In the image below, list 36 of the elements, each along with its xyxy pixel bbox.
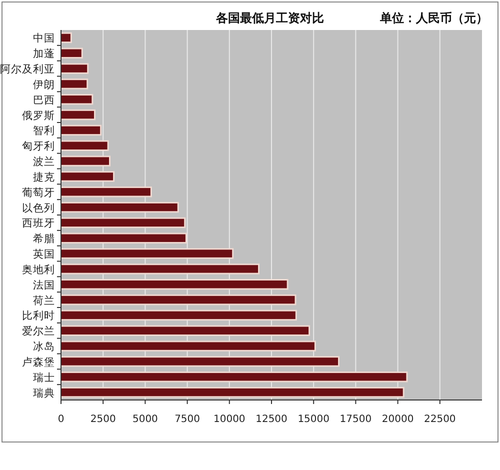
y-tick-label: 智利 [33,124,55,138]
y-tick-label: 希腊 [33,232,55,246]
x-tick-label: 2500 [90,414,116,425]
chart-subtitle: 单位：人民币（元） [379,11,488,25]
y-tick-label: 卢森堡 [22,355,55,368]
x-tick-label: 5000 [132,414,158,425]
x-tick-label: 15000 [298,414,330,425]
y-tick-label: 西班牙 [22,216,55,230]
y-tick-label: 阿尔及利亚 [0,62,55,76]
x-tick-label: 10000 [213,414,246,425]
y-tick-label: 匈牙利 [22,140,55,153]
y-tick-label: 爱尔兰 [22,324,55,338]
x-tick-label: 0 [58,414,64,425]
y-tick-label: 冰岛 [33,340,55,354]
y-tick-label: 比利时 [22,309,55,322]
y-tick-label: 瑞典 [33,386,55,400]
y-tick-label: 法国 [33,278,55,292]
x-tick-label: 17500 [340,414,372,425]
y-tick-label: 伊朗 [33,78,55,91]
y-tick-label: 巴西 [33,94,55,106]
y-tick-label: 加蓬 [33,47,55,60]
y-tick-label: 俄罗斯 [22,108,55,122]
x-tick-label: 22500 [424,414,456,425]
chart-title: 各国最低月工资对比 [215,11,324,25]
y-tick-label: 英国 [33,248,55,261]
y-tick-label: 葡萄牙 [22,186,55,199]
y-tick-label: 奥地利 [22,262,55,276]
y-tick-label: 荷兰 [33,294,55,307]
y-tick-label: 中国 [33,32,55,45]
y-tick-label: 以色列 [22,201,55,214]
x-tick-label: 12500 [256,414,288,425]
y-tick-label: 瑞士 [33,370,55,384]
x-tick-label: 7500 [174,414,200,425]
x-tick-label: 20000 [382,414,414,425]
y-tick-label: 波兰 [33,155,55,168]
y-tick-label: 捷克 [33,170,55,184]
